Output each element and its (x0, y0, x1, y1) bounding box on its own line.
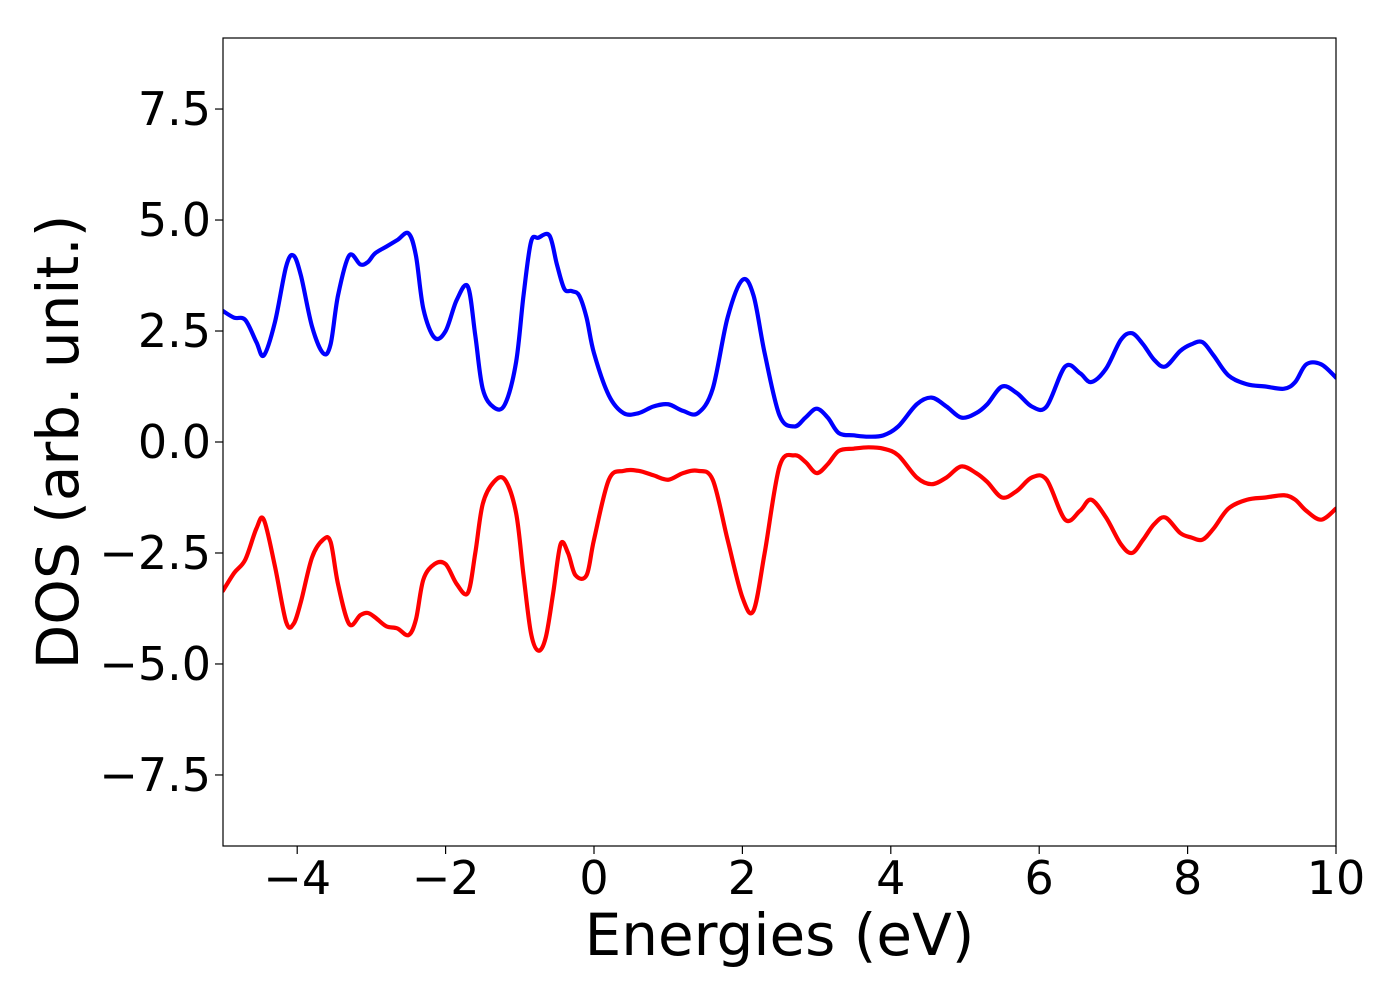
x-tick-label: 10 (1307, 851, 1366, 905)
series-line-spin-down (223, 445, 1336, 653)
series-layer (223, 230, 1336, 653)
x-tick-label: 4 (876, 851, 905, 905)
x-tick-label: 8 (1173, 851, 1202, 905)
y-tick-label: −7.5 (99, 748, 211, 802)
series-line-spin-up (223, 230, 1336, 439)
x-tick-label: −4 (263, 851, 331, 905)
y-tick-label: −5.0 (99, 637, 211, 691)
y-tick-label: 5.0 (138, 193, 211, 247)
x-tick-label: −2 (412, 851, 480, 905)
y-tick-label: 7.5 (138, 82, 211, 136)
x-axis-title: Energies (eV) (585, 901, 975, 969)
x-tick-label: 6 (1025, 851, 1054, 905)
ticks-layer: −4 −2 0 2 4 6 8 10 −7.5 −5.0 −2.5 0.0 2.5 5.0 7.5 (99, 82, 1365, 905)
y-tick-label: 2.5 (138, 304, 211, 358)
plot-frame (222, 37, 1337, 847)
x-tick-label: 2 (728, 851, 757, 905)
y-axis-title: DOS (arb. unit.) (24, 215, 92, 670)
x-tick-label: 0 (579, 851, 608, 905)
y-tick-label: 0.0 (138, 415, 211, 469)
y-tick-label: −2.5 (99, 526, 211, 580)
